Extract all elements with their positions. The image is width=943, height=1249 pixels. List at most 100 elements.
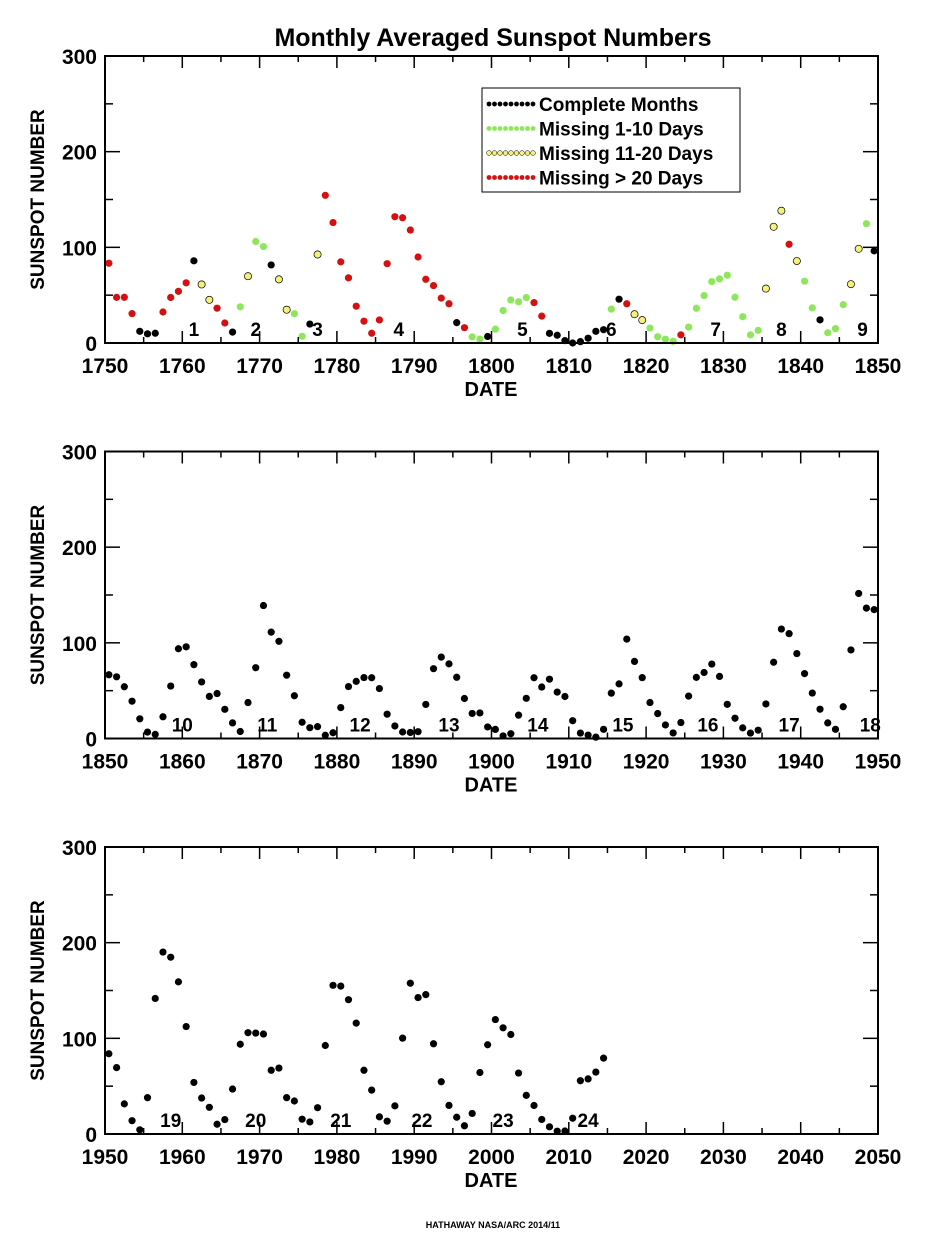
data-point — [584, 334, 592, 342]
data-point — [708, 277, 716, 286]
data-point — [599, 326, 608, 334]
data-point — [761, 284, 770, 293]
data-point — [120, 1100, 128, 1108]
data-point — [646, 698, 654, 707]
data-point — [476, 1068, 484, 1077]
legend-marker — [486, 126, 492, 131]
legend-entry: Missing 11-20 Days — [486, 144, 713, 165]
legend-marker — [530, 101, 536, 107]
legend-marker — [508, 175, 514, 180]
data-point — [484, 1041, 492, 1049]
y-axis-label: SUNSPOT NUMBER — [28, 504, 49, 685]
data-point — [816, 316, 824, 324]
y-tick-label: 300 — [62, 46, 97, 69]
data-point — [847, 646, 855, 654]
data-point — [700, 291, 708, 300]
data-point — [228, 719, 237, 727]
legend-marker — [525, 175, 530, 180]
cycle-label: 14 — [527, 716, 549, 737]
data-point — [406, 226, 414, 234]
data-point — [143, 728, 152, 736]
data-point — [306, 724, 314, 732]
data-point — [499, 1024, 507, 1032]
data-point — [599, 1054, 608, 1062]
data-point — [105, 671, 113, 679]
legend-marker — [508, 150, 514, 156]
cycle-label: 18 — [860, 716, 881, 737]
data-point — [491, 325, 499, 333]
data-point — [244, 1029, 252, 1037]
data-point — [514, 711, 523, 719]
data-point — [298, 1115, 306, 1123]
legend-marker — [514, 101, 519, 107]
legend-marker — [525, 126, 530, 131]
x-tick-label: 1950 — [855, 751, 902, 774]
data-point — [344, 996, 353, 1004]
data-point — [290, 1097, 298, 1105]
x-tick-label: 1830 — [700, 355, 747, 378]
data-point — [607, 305, 615, 313]
data-point — [599, 725, 608, 733]
cycle-label: 1 — [189, 320, 200, 341]
data-point — [592, 327, 600, 335]
data-point — [128, 697, 136, 705]
data-point — [630, 657, 639, 665]
data-point — [252, 1029, 260, 1037]
data-point — [391, 1102, 399, 1110]
data-point — [298, 718, 306, 726]
data-point — [453, 319, 461, 327]
data-point — [623, 300, 631, 308]
data-point — [105, 1050, 113, 1058]
data-point — [352, 1019, 360, 1027]
data-point — [221, 319, 229, 327]
legend-marker — [503, 175, 508, 180]
data-point — [368, 329, 376, 337]
data-point — [128, 310, 136, 318]
data-point — [507, 730, 515, 738]
legend-box — [481, 87, 741, 193]
data-point — [236, 1040, 244, 1048]
data-point — [252, 664, 260, 672]
cycle-label: 17 — [779, 716, 800, 737]
data-point — [259, 242, 268, 251]
data-point — [746, 729, 755, 737]
legend-marker — [508, 101, 514, 107]
data-point — [136, 327, 144, 335]
data-point — [576, 1077, 584, 1085]
data-point — [313, 250, 322, 259]
data-point — [112, 673, 121, 681]
data-point — [561, 692, 569, 701]
data-point — [685, 323, 693, 331]
data-point — [855, 589, 863, 598]
data-point — [375, 684, 384, 693]
data-point — [290, 692, 298, 700]
data-point — [816, 705, 824, 713]
legend-marker — [486, 175, 492, 180]
data-point — [623, 635, 631, 643]
cycle-label: 16 — [697, 716, 718, 737]
cycle-label: 13 — [438, 716, 459, 737]
legend-marker — [519, 175, 525, 180]
data-point — [739, 724, 747, 732]
cycle-label: 21 — [330, 1111, 352, 1132]
data-point — [221, 705, 229, 713]
data-point — [143, 1094, 152, 1102]
x-tick-label: 1870 — [236, 751, 283, 774]
x-tick-label: 1810 — [545, 355, 592, 378]
data-point — [329, 981, 337, 989]
data-point — [476, 335, 484, 343]
data-point — [592, 733, 600, 741]
data-point — [267, 261, 275, 269]
legend-label: Missing > 20 Days — [539, 169, 703, 190]
data-point — [182, 1022, 190, 1031]
x-tick-label: 1900 — [468, 751, 515, 774]
data-point — [360, 317, 368, 325]
x-tick-label: 1920 — [623, 751, 670, 774]
legend-marker — [519, 150, 525, 156]
data-point — [205, 1103, 213, 1111]
data-point — [383, 710, 391, 718]
data-point — [167, 293, 175, 302]
data-point — [283, 671, 291, 679]
data-point — [174, 978, 183, 986]
legend-entry: Complete Months — [486, 95, 698, 116]
